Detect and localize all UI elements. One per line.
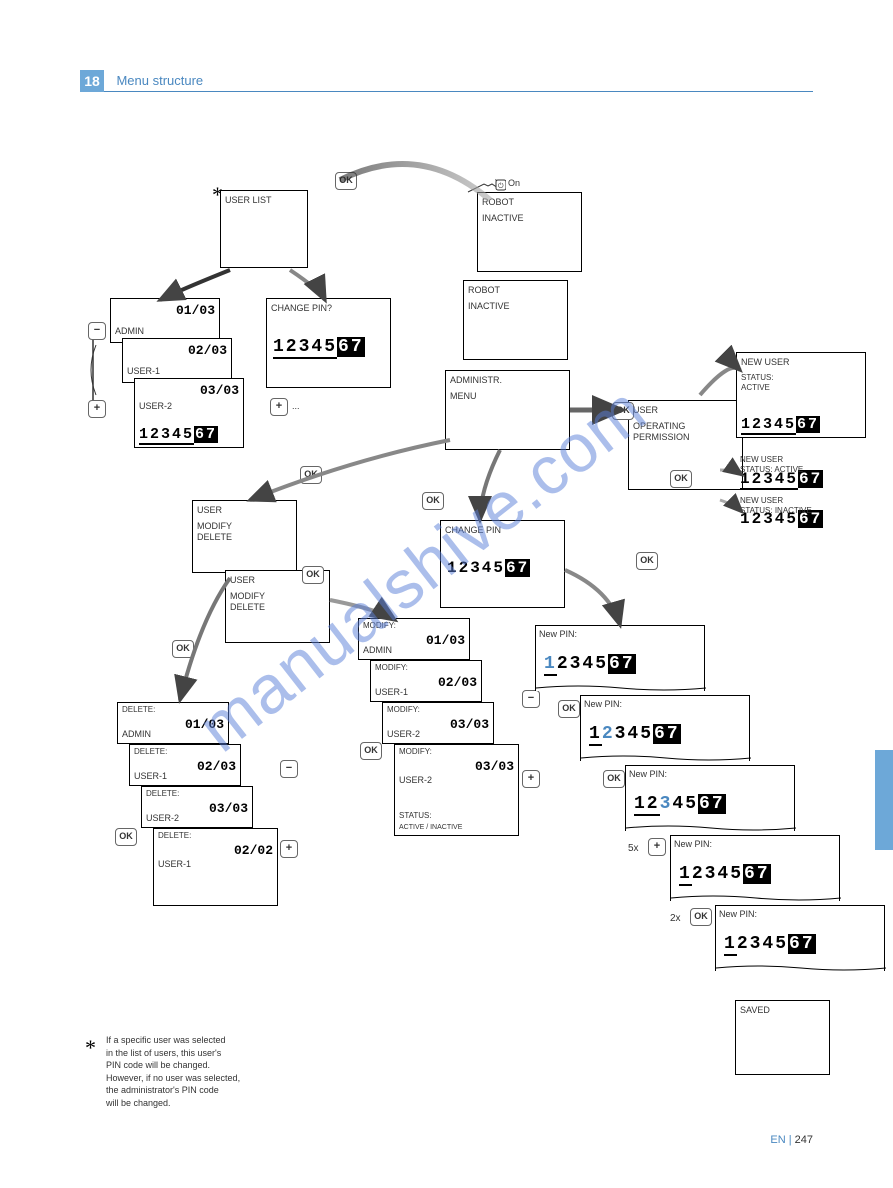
header-number: 18 [80,70,104,92]
del-item-3: DELETE: 03/03 USER-2 [141,786,253,828]
user-item-1: 01/03 ADMIN [110,298,220,343]
ok-arrow-1[interactable]: OK [335,172,357,190]
on-label: On [508,178,520,190]
user-mod-box-1: USER MODIFY DELETE [192,500,297,573]
pin-step-1: New PIN: 1234567 [535,625,705,691]
saved-box: SAVED [735,1000,830,1075]
ok-arrow-5[interactable]: OK [422,492,444,510]
minus-btn-1[interactable]: − [88,322,106,340]
del-item-2: DELETE: 02/03 USER-1 [129,744,241,786]
x2-label: 2x [670,912,681,925]
pin-step-5: New PIN: 1234567 [715,905,885,971]
ok-step-4[interactable]: OK [690,908,712,926]
pin-step-3: New PIN: 1234567 [625,765,795,831]
ok-step-1[interactable]: OK [558,700,580,718]
ok-btn-mod[interactable]: OK [360,742,382,760]
mod-item-2: MODIFY: 02/03 USER-1 [370,660,482,702]
plus-btn-1[interactable]: + [88,400,106,418]
page-header: 18 Menu structure [80,70,813,92]
minus-btn-mod[interactable]: − [522,690,540,708]
robot-box-2: ROBOT INACTIVE [463,280,568,360]
ok-arrow-4[interactable]: OK [300,466,322,484]
ok-arrow-6[interactable]: OK [302,566,324,584]
mod-item-1: MODIFY: 01/03 ADMIN [358,618,470,660]
page-number: EN | 247 [770,1134,813,1146]
footnote-asterisk: * [85,1035,96,1061]
robot-box-1: ROBOT INACTIVE [477,192,582,272]
mod-item-3: MODIFY: 03/03 USER-2 [382,702,494,744]
plus-btn-2[interactable]: + [270,398,288,416]
plus-btn-mod[interactable]: + [522,770,540,788]
side-tab [875,750,893,850]
new-user-active: NEW USER STATUS:ACTIVE 1234567 [736,352,866,438]
pin-step-4: New PIN: 1234567 [670,835,840,901]
admin-menu-box: ADMINISTR. MENU [445,370,570,450]
ok-arrow-2[interactable]: OK [612,402,634,420]
svg-text:⏻: ⏻ [498,182,504,190]
ok-btn-del[interactable]: OK [115,828,137,846]
ok-step-2[interactable]: OK [603,770,625,788]
change-pin-top: CHANGE PIN? 1234567 [266,298,391,388]
ok-arrow-7[interactable]: OK [172,640,194,658]
plus-btn-del[interactable]: + [280,840,298,858]
ok-arrow-8[interactable]: OK [636,552,658,570]
user-item-2: 02/03 USER-1 [122,338,232,383]
ok-arrow-3[interactable]: OK [670,470,692,488]
x5-label: 5x [628,842,639,855]
footnote-text: If a specific user was selected in the l… [106,1034,316,1110]
header-title: Menu structure [108,70,203,92]
user-list-title: USER LIST [221,191,307,211]
mod-item-4: MODIFY: 03/03 USER-2 STATUS: ACTIVE / IN… [394,744,519,836]
user-list-box: USER LIST [220,190,308,268]
del-item-1: DELETE: 01/03 ADMIN [117,702,229,744]
plus-step-3[interactable]: + [648,838,666,856]
minus-btn-del[interactable]: − [280,760,298,778]
del-item-4: DELETE: 02/02 USER-1 [153,828,278,906]
pin-step-2: New PIN: 1234567 [580,695,750,761]
change-pin-mid: CHANGE PIN 1234567 [440,520,565,608]
user-item-3: 03/03 USER-2 1234567 [134,378,244,448]
